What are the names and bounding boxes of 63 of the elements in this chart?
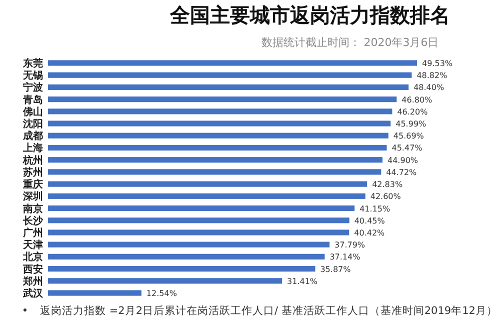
bar [48, 193, 366, 199]
bar [48, 242, 330, 248]
bar [48, 278, 282, 284]
data-label: 42.83% [372, 180, 403, 190]
y-tick-label: 无锡 [22, 70, 43, 82]
bar [48, 218, 350, 224]
data-label: 40.45% [354, 216, 386, 226]
bar [48, 132, 388, 138]
bar [48, 144, 387, 151]
bar [48, 266, 316, 272]
y-tick-label: 成都 [22, 130, 43, 142]
data-label: 49.53% [422, 59, 453, 68]
bar [48, 120, 391, 126]
data-label: 35.87% [320, 264, 352, 274]
data-label: 44.90% [388, 156, 418, 165]
y-tick-label: 苏州 [22, 166, 43, 178]
data-label: 31.41% [287, 276, 318, 286]
y-tick-label: 沈阳 [22, 118, 43, 130]
data-label: 48.82% [416, 71, 448, 80]
y-tick-label: 杭州 [22, 154, 43, 166]
y-tick-label: 武汉 [22, 288, 44, 300]
y-tick-label: 东莞 [22, 58, 43, 70]
bar [48, 230, 350, 236]
data-label: 46.80% [402, 95, 433, 104]
y-tick-label: 郑州 [22, 275, 43, 288]
bar [48, 169, 382, 175]
data-label: 40.42% [354, 228, 386, 238]
bar [48, 108, 392, 114]
data-label: 37.79% [334, 240, 366, 250]
bar [48, 96, 397, 102]
bar [48, 60, 417, 66]
data-label: 37.14% [330, 252, 361, 262]
chart-subtitle: 数据统计截止时间： 2020年3月6日 [261, 36, 439, 49]
y-tick-label: 广州 [22, 226, 43, 239]
data-label: 42.60% [370, 192, 402, 202]
y-tick-label: 天津 [22, 239, 43, 252]
bar [48, 290, 142, 296]
chart-title: 全国主要城市返岗活力指数排名 [169, 3, 450, 27]
data-label: 46.20% [397, 107, 428, 116]
bar [48, 205, 355, 212]
bar [48, 157, 383, 163]
data-label: 44.72% [386, 168, 418, 177]
y-tick-label: 佛山 [22, 106, 43, 118]
y-tick-label: 深圳 [22, 190, 43, 203]
bar [48, 84, 409, 90]
data-label: 48.40% [414, 83, 444, 92]
bar [48, 181, 368, 187]
data-label: 45.99% [396, 120, 427, 129]
y-tick-label: 北京 [22, 251, 43, 264]
data-label: 45.69% [393, 132, 424, 141]
y-tick-label: 西安 [22, 263, 43, 276]
data-label: 45.47% [392, 144, 423, 153]
text: 返岗活力指数 =2月2日后累计在岗活跃工作人口/ 基准活跃工作人口（基准时间2019年12月） [40, 304, 495, 317]
y-tick-label: 南京 [22, 202, 43, 215]
y-tick-label: 重庆 [22, 178, 43, 191]
y-tick-label: 上海 [22, 142, 43, 154]
y-tick-label: 宁波 [23, 82, 44, 94]
data-label: 41.15% [360, 204, 390, 214]
y-tick-label: 青岛 [22, 94, 43, 106]
y-tick-label: 长沙 [22, 214, 44, 227]
bar [48, 254, 325, 260]
bar [48, 72, 412, 78]
data-label: 12.54% [146, 289, 178, 298]
